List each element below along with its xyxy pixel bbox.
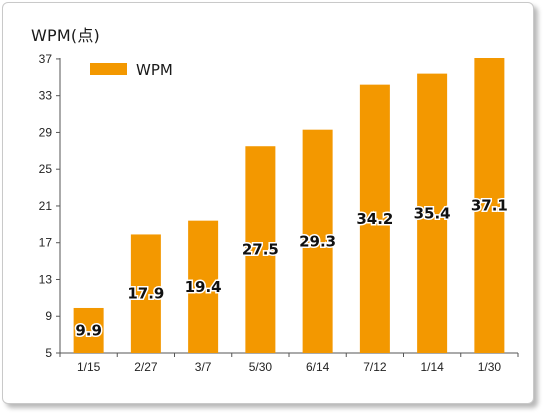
chart-legend: WPM [90, 61, 173, 79]
legend-label: WPM [136, 61, 173, 79]
y-tick-label: 29 [39, 125, 53, 139]
x-tick-label: 1/14 [420, 360, 444, 374]
x-tick-label: 2/27 [134, 360, 158, 374]
y-tick-label: 13 [39, 272, 53, 286]
y-tick-label: 5 [45, 346, 52, 360]
chart-axes: 5 9 13 17 21 25 29 33 37 1/15 2/27 3/7 5/30 6/14 7/12 1… [39, 52, 519, 374]
x-tick-label: 6/14 [306, 360, 330, 374]
chart-title: WPM(点) [31, 26, 100, 45]
bar-data-label: 17.9 [127, 285, 164, 303]
bar [302, 129, 333, 353]
bar-data-label: 29.3 [299, 232, 336, 250]
bar [359, 84, 390, 353]
bar-data-label: 27.5 [242, 241, 279, 259]
bar-data-label: 37.1 [471, 197, 508, 215]
y-tick-label: 37 [39, 52, 53, 66]
bar [245, 146, 276, 353]
x-tick-label: 3/7 [195, 360, 212, 374]
y-tick-label: 17 [39, 236, 53, 250]
y-tick-label: 25 [39, 162, 53, 176]
bar [73, 307, 104, 353]
bar-data-label: 9.9 [75, 321, 102, 339]
x-tick-label: 1/15 [77, 360, 101, 374]
bar-data-label: 19.4 [185, 278, 222, 296]
x-tick-label: 7/12 [363, 360, 387, 374]
x-tick-label: 1/30 [478, 360, 502, 374]
bar-data-label: 34.2 [356, 210, 393, 228]
x-tick-label: 5/30 [249, 360, 273, 374]
bar [130, 234, 161, 353]
bar [188, 220, 219, 353]
legend-swatch [90, 63, 127, 75]
y-tick-label: 9 [45, 309, 52, 323]
chart-bars: 9.9 17.9 19.4 27.5 29.3 34.2 35.4 37.1 [73, 58, 509, 354]
y-tick-label: 21 [39, 199, 53, 213]
bar [474, 58, 505, 353]
bar [417, 73, 448, 354]
bar-data-label: 35.4 [414, 204, 451, 222]
y-tick-label: 33 [39, 89, 53, 103]
